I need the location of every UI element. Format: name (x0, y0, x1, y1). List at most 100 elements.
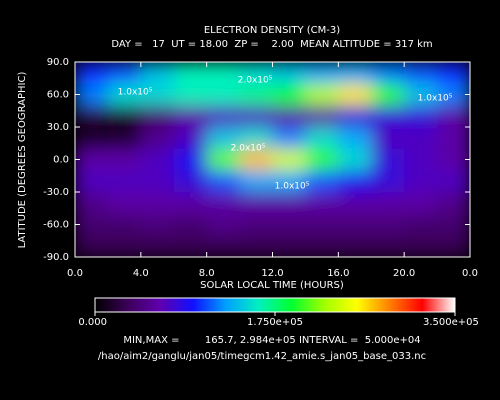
cell (75, 148, 109, 171)
y-tick-label: -60.0 (43, 220, 69, 231)
cell (107, 213, 142, 236)
cell (206, 83, 241, 106)
contour-label: 2.0x10⁵ (231, 144, 266, 154)
cell (75, 235, 109, 257)
cell (272, 127, 306, 150)
cell (75, 105, 109, 128)
cell (239, 170, 273, 193)
cell (305, 213, 339, 236)
cell (173, 62, 208, 85)
cell (173, 105, 208, 128)
y-tick-label: 30.0 (47, 122, 69, 133)
cell (338, 148, 372, 171)
cell (206, 170, 241, 193)
contour-label: 1.0x10⁵ (418, 94, 453, 104)
cell (107, 170, 142, 193)
cell (239, 148, 273, 171)
cell (305, 83, 339, 106)
cell (371, 170, 405, 193)
cell (338, 62, 372, 85)
cell (173, 235, 208, 257)
cell (404, 213, 438, 236)
cell (75, 62, 109, 85)
cell (173, 192, 208, 215)
cell (272, 105, 306, 128)
cell (437, 235, 470, 257)
cell (272, 62, 306, 85)
cell (173, 170, 208, 193)
y-tick-label: 90.0 (47, 57, 69, 68)
x-tick-label: 0.0 (67, 268, 83, 279)
cell (371, 62, 405, 85)
cell (140, 235, 175, 257)
cell (338, 83, 372, 106)
cell (338, 127, 372, 150)
cell (75, 127, 109, 150)
cell (140, 105, 175, 128)
cell (140, 148, 175, 171)
cell (173, 213, 208, 236)
cell (305, 127, 339, 150)
cell (305, 62, 339, 85)
cell (75, 192, 109, 215)
cell (404, 148, 438, 171)
colorbar-label: 1.750e+05 (247, 317, 303, 328)
cell (371, 235, 405, 257)
colorbar-label: 0.000 (78, 317, 107, 328)
cell (239, 235, 273, 257)
cell (272, 213, 306, 236)
cell (338, 213, 372, 236)
footer-line: MIN,MAX = 165.7, 2.984e+05 INTERVAL = 5.… (123, 335, 420, 346)
cell (371, 213, 405, 236)
cell (140, 83, 175, 106)
cell (305, 192, 339, 215)
cell (437, 83, 470, 106)
cell (140, 213, 175, 236)
y-tick-label: -90.0 (43, 252, 69, 263)
x-tick-label: 16.0 (327, 268, 349, 279)
cell (371, 148, 405, 171)
cell (272, 83, 306, 106)
colorbar-label: 3.500e+05 (423, 317, 479, 328)
cell (404, 105, 438, 128)
cell (404, 170, 438, 193)
cell (173, 148, 208, 171)
cell (437, 148, 470, 171)
cell (173, 83, 208, 106)
cell (75, 213, 109, 236)
field (75, 62, 470, 257)
cell (338, 235, 372, 257)
cell (206, 148, 241, 171)
cell (305, 170, 339, 193)
cell (404, 235, 438, 257)
cell (239, 213, 273, 236)
cell (107, 192, 142, 215)
cell (371, 83, 405, 106)
x-tick-label: 0.0 (462, 268, 478, 279)
cell (206, 213, 241, 236)
cell (404, 127, 438, 150)
cell (75, 170, 109, 193)
plot-area (75, 62, 470, 257)
cell (107, 62, 142, 85)
cell (437, 213, 470, 236)
x-tick-label: 8.0 (199, 268, 215, 279)
cell (206, 235, 241, 257)
cell (140, 127, 175, 150)
x-axis-label: SOLAR LOCAL TIME (HOURS) (200, 280, 344, 291)
cell (272, 170, 306, 193)
cell (404, 192, 438, 215)
cell (305, 235, 339, 257)
cell (107, 127, 142, 150)
cell (371, 105, 405, 128)
cell (404, 83, 438, 106)
cell (437, 105, 470, 128)
cell (107, 235, 142, 257)
cell (437, 170, 470, 193)
cell (107, 83, 142, 106)
cell (140, 62, 175, 85)
cell (338, 105, 372, 128)
cell (272, 148, 306, 171)
y-tick-label: -30.0 (43, 187, 69, 198)
y-tick-label: 60.0 (47, 90, 69, 101)
